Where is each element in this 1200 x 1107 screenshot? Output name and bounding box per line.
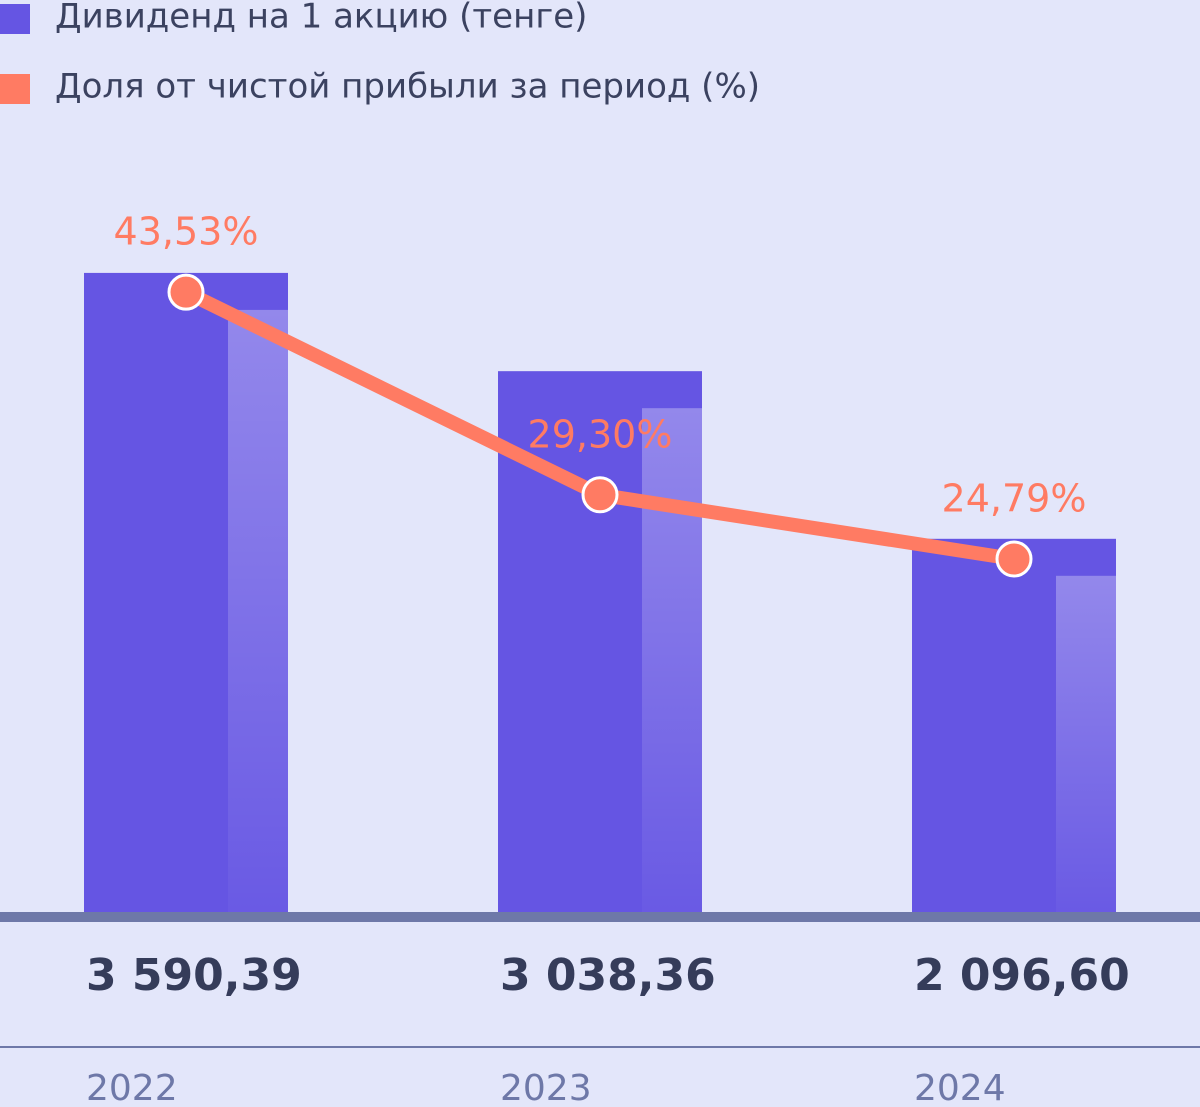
point-label: 24,79% — [942, 476, 1087, 520]
legend-label: Дивиденд на 1 акцию (тенге) — [55, 0, 587, 37]
bar-highlight — [228, 309, 288, 912]
bar-highlight — [642, 408, 702, 912]
legend-swatch — [0, 4, 30, 34]
value-label: 2 096,60 — [914, 950, 1130, 1001]
x-tick-label: 2024 — [914, 1068, 1006, 1107]
legend-label: Доля от чистой прибыли за период (%) — [55, 67, 760, 107]
x-tick-label: 2022 — [86, 1068, 178, 1107]
legend-swatch — [0, 74, 30, 104]
line-point — [581, 476, 619, 514]
line-point — [167, 273, 205, 311]
point-label: 43,53% — [114, 210, 259, 254]
x-tick-label: 2023 — [500, 1068, 592, 1107]
bar-highlight — [1056, 575, 1116, 912]
value-label: 3 590,39 — [86, 950, 302, 1001]
line-point — [995, 540, 1033, 578]
value-label: 3 038,36 — [500, 950, 716, 1001]
point-label: 29,30% — [528, 412, 673, 456]
